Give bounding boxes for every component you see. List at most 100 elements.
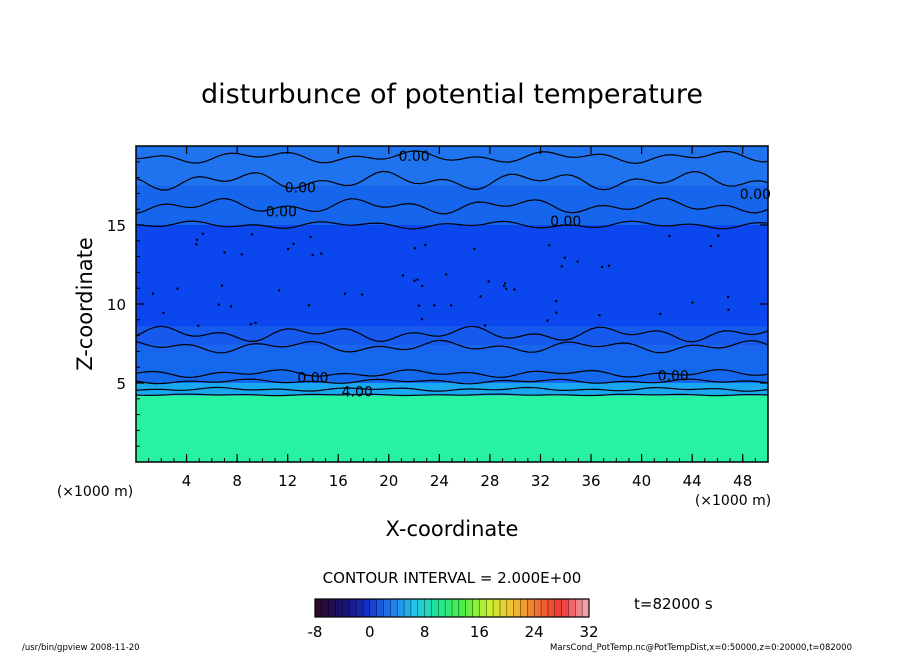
x-tick-label: 44 — [683, 472, 702, 490]
contour-line-1 — [136, 393, 768, 397]
contour-label: 4.00 — [342, 384, 373, 400]
colorbar-segment — [431, 599, 439, 617]
contour-dot — [424, 243, 427, 247]
contour-line-2 — [136, 386, 768, 392]
contour-line-5 — [136, 339, 768, 354]
contour-dot — [717, 234, 720, 237]
contour-dot — [546, 319, 549, 322]
contour-dot — [600, 265, 604, 269]
contour-dot — [401, 274, 405, 277]
y-tick-label: 10 — [107, 296, 126, 314]
colorbar-segment — [438, 599, 446, 617]
colorbar-segment — [513, 599, 521, 617]
colorbar-frame — [314, 598, 590, 618]
contour-dot — [195, 238, 199, 242]
contour-dot — [223, 251, 226, 254]
contour-dot — [487, 280, 490, 283]
y-axis-label: Z-coordinate — [73, 237, 97, 371]
contour-dot — [691, 301, 694, 304]
contour-dot — [309, 235, 312, 239]
colorbar-segment — [520, 599, 528, 617]
colorbar-segment — [445, 599, 453, 617]
contour-dot — [254, 321, 257, 325]
colorbar-segment — [452, 599, 460, 617]
x-tick-label: 4 — [182, 472, 192, 490]
contour-dot — [709, 244, 713, 248]
contour-dot — [479, 295, 482, 298]
x-tick-label: 8 — [232, 472, 242, 490]
field-band-1 — [136, 383, 768, 396]
x-tick-label: 28 — [480, 472, 499, 490]
contour-dot — [659, 312, 662, 316]
colorbar-segment — [486, 599, 494, 617]
contour-dot — [311, 253, 314, 257]
colorbar-tick-label: 24 — [525, 623, 544, 641]
contour-dot — [151, 292, 155, 295]
colorbar-segment — [582, 599, 590, 617]
contour-line-3 — [136, 378, 768, 385]
contour-dot — [220, 284, 224, 287]
colorbar-segment — [349, 599, 357, 617]
field-top-patch — [136, 146, 768, 186]
contour-dot — [320, 252, 323, 255]
contour-dot — [502, 284, 506, 288]
colorbar-tick-label: 16 — [470, 623, 489, 641]
contour-dot — [555, 311, 558, 314]
contour-dot — [416, 278, 419, 281]
contour-dot — [360, 293, 364, 296]
contour-label: 0.00 — [285, 181, 316, 197]
x-axis-label: X-coordinate — [386, 517, 519, 541]
contour-dot — [473, 247, 476, 251]
colorbar-segment — [369, 599, 378, 617]
x-tick-label: 12 — [278, 472, 297, 490]
field-band-3 — [136, 225, 768, 346]
contour-dot — [449, 304, 453, 307]
contour-dot — [420, 284, 424, 288]
contour-labels: 0.00 0.00 0.00 0.00 0.00 0.00 4.00 0.00 — [266, 149, 771, 400]
contour-dot — [197, 324, 200, 327]
x-tick-label: 36 — [581, 472, 600, 490]
colorbar-segment — [472, 599, 480, 617]
colorbar-tick-label: 8 — [420, 623, 430, 641]
contour-dot — [343, 292, 347, 296]
contour-dot — [229, 305, 233, 308]
contour-dot — [250, 233, 254, 236]
field-mid-patch — [136, 326, 768, 352]
y-axis: 5 10 15 — [107, 161, 768, 447]
footer-right: MarsCond_PotTemp.nc@PotTempDist,x=0:5000… — [550, 643, 852, 653]
contour-line-8 — [136, 197, 768, 215]
contour-dot — [413, 279, 416, 282]
colorbar-segment — [506, 599, 515, 617]
colorbar-segment — [424, 599, 432, 617]
colorbar-segment — [479, 599, 487, 617]
colorbar-segment — [335, 599, 343, 617]
colorbar-segment — [390, 599, 398, 617]
chart-title: disturbunce of potential temperature — [201, 79, 703, 110]
colorbar-segment — [342, 599, 350, 617]
contour-label: 0.00 — [740, 187, 771, 203]
contour-dot — [249, 322, 253, 326]
contour-label: 0.00 — [550, 214, 581, 230]
colorbar-segment — [547, 599, 556, 617]
contour-label: 0.00 — [658, 369, 689, 385]
contour-label: 0.00 — [297, 370, 328, 386]
contour-dot — [444, 273, 448, 276]
colorbar-segment — [383, 599, 391, 617]
colorbar-segment — [356, 599, 364, 617]
time-label: t=82000 s — [634, 595, 713, 613]
colorbar-tick-label: -8 — [308, 623, 323, 641]
colorbar-segment — [321, 599, 330, 617]
contour-dot — [668, 234, 671, 238]
x-tick-label: 16 — [329, 472, 348, 490]
contour-dot — [286, 247, 290, 251]
contour-dot — [420, 317, 424, 321]
colorbar-segment — [541, 599, 549, 617]
colorbar-segment — [465, 599, 474, 617]
colorbar-segment — [561, 599, 569, 617]
contour-label: 0.00 — [398, 149, 429, 165]
colorbar-tick-label: 0 — [365, 623, 375, 641]
contour-dot — [277, 289, 281, 292]
x-tick-label: 20 — [379, 472, 398, 490]
contour-dot — [201, 232, 205, 235]
